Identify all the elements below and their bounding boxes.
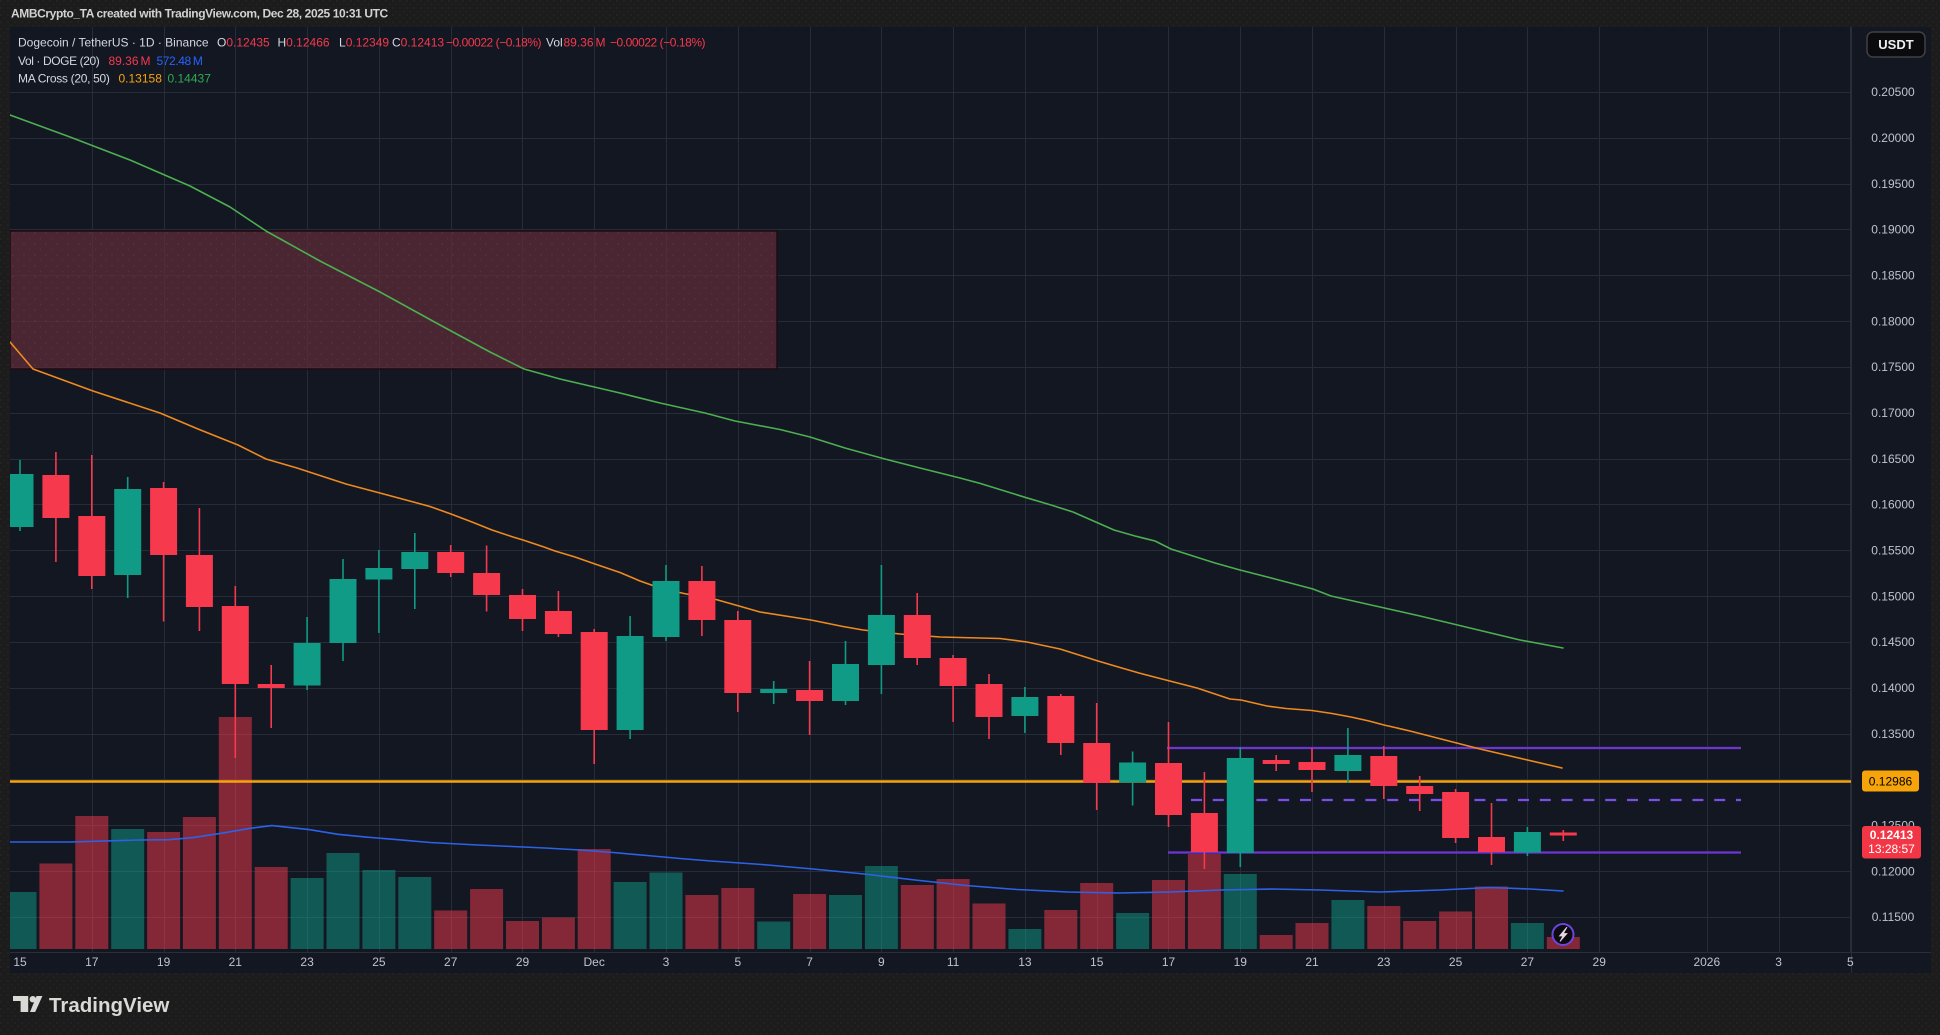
svg-text:5: 5	[1847, 955, 1854, 969]
svg-text:0.17000: 0.17000	[1871, 406, 1915, 420]
svg-text:19: 19	[1234, 955, 1248, 969]
svg-text:21: 21	[229, 955, 243, 969]
svg-text:27: 27	[1521, 955, 1535, 969]
svg-text:TradingView: TradingView	[49, 994, 169, 1017]
svg-text:0.13500: 0.13500	[1871, 727, 1915, 741]
svg-text:15: 15	[1090, 955, 1104, 969]
svg-text:29: 29	[1593, 955, 1607, 969]
svg-text:0.12986: 0.12986	[1869, 775, 1913, 789]
svg-text:0.15500: 0.15500	[1871, 544, 1915, 558]
svg-text:19: 19	[157, 955, 171, 969]
svg-text:7: 7	[806, 955, 813, 969]
svg-text:25: 25	[1449, 955, 1463, 969]
svg-text:0.15000: 0.15000	[1871, 589, 1915, 603]
svg-text:9: 9	[878, 955, 885, 969]
svg-text:0.14000: 0.14000	[1871, 681, 1915, 695]
svg-text:21: 21	[1305, 955, 1319, 969]
svg-text:3: 3	[663, 955, 670, 969]
svg-text:2026: 2026	[1693, 955, 1720, 969]
svg-text:23: 23	[300, 955, 314, 969]
svg-text:17: 17	[1162, 955, 1176, 969]
svg-text:23: 23	[1377, 955, 1391, 969]
svg-text:USDT: USDT	[1878, 37, 1913, 52]
svg-text:15: 15	[13, 955, 27, 969]
svg-text:0.12000: 0.12000	[1871, 864, 1915, 878]
svg-text:13: 13	[1018, 955, 1032, 969]
svg-text:0.17500: 0.17500	[1871, 360, 1915, 374]
svg-text:29: 29	[516, 955, 530, 969]
svg-text:0.19000: 0.19000	[1871, 223, 1915, 237]
svg-text:0.16000: 0.16000	[1871, 498, 1915, 512]
svg-text:0.18000: 0.18000	[1871, 314, 1915, 328]
svg-text:3: 3	[1775, 955, 1782, 969]
svg-text:0.12413: 0.12413	[1870, 828, 1914, 842]
svg-text:0.19500: 0.19500	[1871, 177, 1915, 191]
svg-text:0.18500: 0.18500	[1871, 269, 1915, 283]
svg-text:25: 25	[372, 955, 386, 969]
svg-text:27: 27	[444, 955, 458, 969]
svg-text:0.11500: 0.11500	[1872, 910, 1915, 924]
svg-text:5: 5	[734, 955, 741, 969]
svg-text:0.16500: 0.16500	[1871, 452, 1915, 466]
svg-text:13:28:57: 13:28:57	[1868, 842, 1915, 856]
svg-text:11: 11	[947, 955, 960, 969]
svg-text:0.14500: 0.14500	[1871, 635, 1915, 649]
svg-text:Dec: Dec	[584, 955, 605, 969]
svg-text:AMBCrypto_TA created with Trad: AMBCrypto_TA created with TradingView.co…	[11, 7, 389, 21]
svg-text:17: 17	[85, 955, 99, 969]
svg-text:0.20000: 0.20000	[1871, 131, 1915, 145]
svg-text:Dogecoin / TetherUS · 1D · Bin: Dogecoin / TetherUS · 1D · Binance O0.124…	[18, 35, 706, 49]
svg-text:0.20500: 0.20500	[1871, 85, 1915, 99]
